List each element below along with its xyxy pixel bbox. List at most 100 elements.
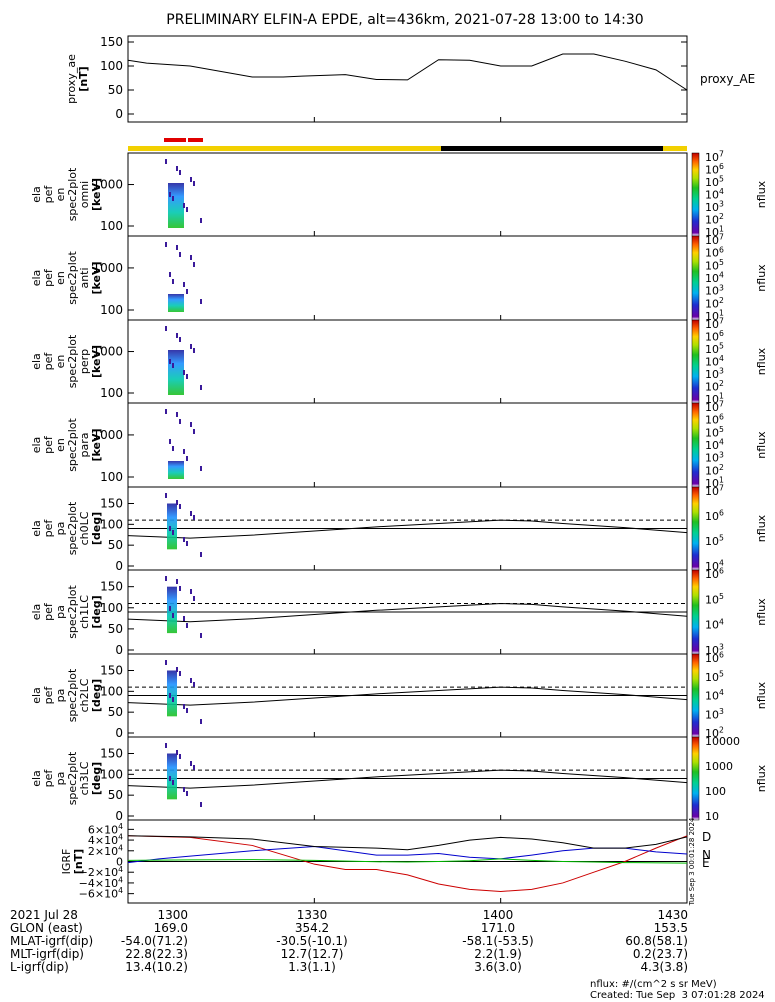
data-speck	[200, 633, 202, 638]
y-tick-label: 100	[100, 386, 123, 400]
data-speck	[176, 245, 178, 250]
y-axis-label: spec2plot	[66, 668, 79, 722]
orbit-table-cell: L-igrf(dip)	[10, 960, 69, 974]
y-axis-label: pef	[42, 268, 55, 287]
series-line	[127, 835, 688, 893]
data-speck	[200, 299, 202, 304]
y-tick-label: 1000	[92, 261, 123, 275]
y-tick-label: 2×104	[88, 843, 123, 857]
data-speck	[179, 337, 181, 342]
data-speck	[193, 596, 195, 601]
data-speck	[183, 370, 185, 375]
y-axis-label: en	[54, 355, 67, 369]
data-speck	[176, 412, 178, 417]
colorbar-tick-label: 105	[705, 425, 724, 439]
units-note: nflux: #/(cm^2 s sr MeV)	[590, 979, 717, 990]
orbit-table-cell: 60.8(58.1)	[625, 934, 688, 948]
series-line	[127, 835, 688, 851]
panel-ch2LC: ela pef pa spec2plot ch2LC [deg]1061051041031…	[30, 651, 768, 740]
science-zone-bar	[128, 146, 687, 151]
panel-ch0LC: ela pef pa spec2plot ch0LC [deg] 107 106 105 104 n…	[30, 484, 768, 573]
y-tick-label: 50	[108, 622, 123, 636]
series-label: D	[702, 830, 711, 844]
colorbar-tick-label: 104	[705, 187, 724, 201]
data-speck	[176, 500, 178, 505]
data-speck	[179, 504, 181, 509]
colorbar-tick-label: 107	[705, 484, 724, 498]
colorbar-tick-label: 106	[705, 567, 724, 581]
colorbar-label: nflux	[755, 431, 768, 459]
data-speck	[169, 359, 171, 364]
y-tick-label: −4×104	[79, 876, 123, 890]
colorbar-label: nflux	[755, 514, 768, 542]
science-marker	[164, 138, 186, 142]
data-speck	[193, 262, 195, 267]
panel-frame	[127, 35, 688, 123]
data-speck	[193, 348, 195, 353]
data-speck	[190, 255, 192, 260]
colorbar: 106 105 104 103 102 nflux	[691, 651, 768, 740]
data-speck	[169, 606, 171, 611]
data-speck	[179, 252, 181, 257]
colorbar-scale	[691, 653, 700, 738]
data-speck	[165, 409, 167, 414]
panel-anti: ela pef en spec2plot anti [keV]10710610510410…	[30, 233, 768, 323]
colorbar-tick-label: 107	[705, 233, 724, 247]
colorbar-scale	[691, 319, 700, 404]
x-tick-label: 1430	[657, 908, 688, 922]
y-axis-label: ch3LC	[78, 761, 91, 795]
y-tick-label: 150	[100, 747, 123, 761]
orbit-table-cell: 0.2(23.7)	[633, 947, 688, 961]
colorbar-tick-label: 104	[705, 688, 724, 702]
legend-entry: proxy_AE	[700, 72, 755, 86]
y-tick-label: 50	[108, 788, 123, 802]
panel-para: ela pef en spec2plot para [keV]10710610510410…	[30, 400, 768, 490]
y-axis-label: ela	[30, 687, 43, 704]
orbit-table-cell: 12.7(12.7)	[281, 947, 344, 961]
y-tick-label: 100	[100, 219, 123, 233]
data-speck	[172, 697, 174, 702]
y-tick-label: −6×104	[79, 886, 123, 900]
data-speck	[183, 616, 185, 621]
data-speck	[179, 419, 181, 424]
orbit-table-cell: 171.0	[481, 921, 515, 935]
y-axis-label: anti	[78, 267, 91, 288]
loss-cone-line	[127, 519, 688, 539]
data-speck	[165, 326, 167, 331]
colorbar-tick-label: 106	[705, 412, 724, 426]
colorbar-scale	[691, 569, 700, 655]
panel-frame	[127, 152, 688, 237]
colorbar-tick-label: 106	[705, 651, 724, 665]
y-axis-label: ela	[30, 353, 43, 370]
panel-perp: ela pef en spec2plot perp [keV]10710610510410…	[30, 317, 768, 406]
y-axis-label: ch0LC	[78, 511, 91, 545]
y-tick-label: 100	[100, 767, 123, 781]
panel-omni: ela pef en spec2plot omni [keV]10710610510410…	[30, 150, 768, 239]
colorbar-label: nflux	[755, 764, 768, 792]
colorbar-tick-label: 103	[705, 283, 724, 297]
y-axis-label: [keV]	[90, 345, 103, 378]
data-speck	[176, 667, 178, 672]
loss-cone-line	[127, 769, 688, 789]
colorbar-tick-label: 100	[705, 785, 726, 798]
colorbar-label: nflux	[755, 347, 768, 375]
colorbar-tick-label: 103	[705, 707, 724, 721]
created-note: Created: Tue Sep 3 07:01:28 2024	[590, 990, 765, 1001]
data-speck	[169, 192, 171, 197]
data-speck	[186, 791, 188, 796]
data-speck	[200, 719, 202, 724]
data-speck	[186, 289, 188, 294]
y-tick-label: 100	[100, 59, 123, 73]
y-axis-label: spec2plot	[66, 418, 79, 472]
data-speck	[172, 196, 174, 201]
colorbar-tick-label: 102	[705, 379, 724, 393]
panel-ch1LC: ela pef pa spec2plot ch1LC [deg] 106 105 104 103 n…	[30, 567, 768, 657]
data-speck	[179, 170, 181, 175]
y-tick-label: 0	[116, 856, 123, 869]
y-axis-label: [keV]	[90, 178, 103, 211]
y-axis-label: [deg]	[90, 679, 103, 712]
data-speck	[172, 613, 174, 618]
orbit-table-cell: 153.5	[654, 921, 688, 935]
y-axis-label: [keV]	[90, 428, 103, 461]
colorbar-label: nflux	[755, 598, 768, 626]
